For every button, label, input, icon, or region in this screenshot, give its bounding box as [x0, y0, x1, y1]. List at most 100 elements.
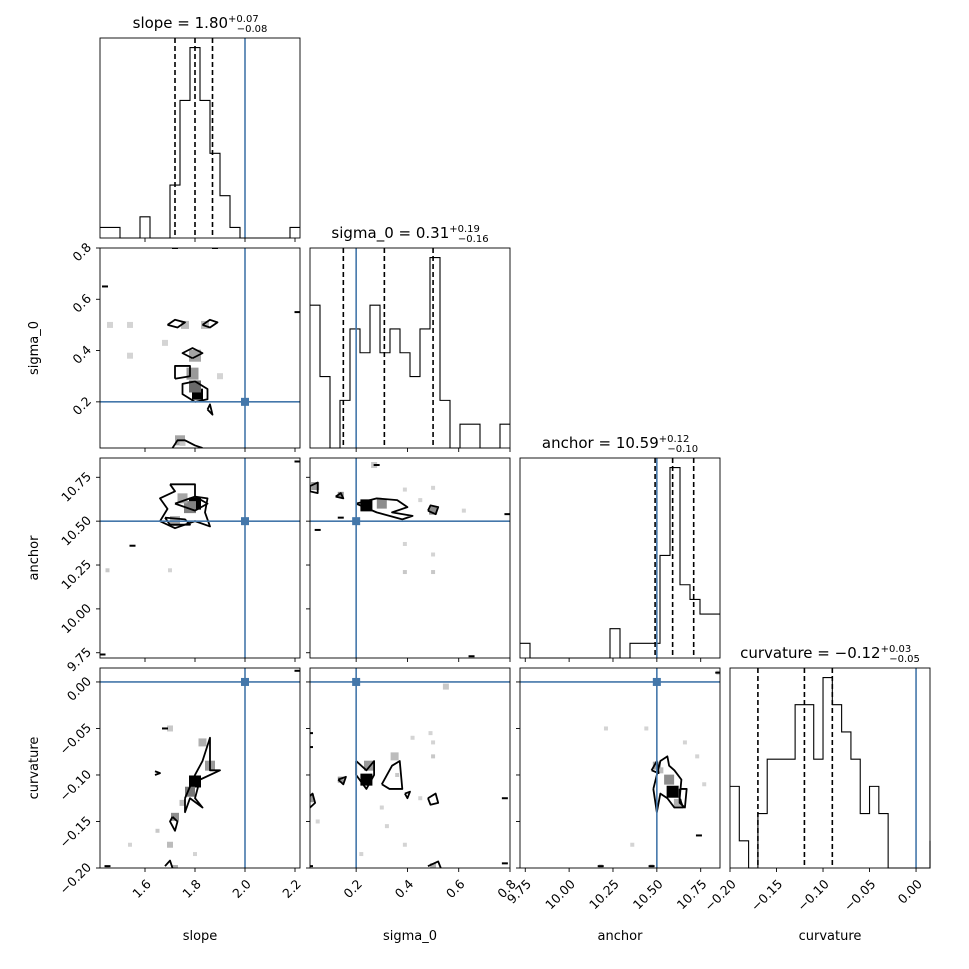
density-cell: [431, 570, 436, 575]
density-cell: [644, 726, 649, 731]
density-layer: [100, 248, 300, 448]
density-cell: [127, 352, 133, 359]
contour-line: [404, 790, 411, 800]
density-cell: [185, 786, 195, 797]
title-value: anchor = 10.59: [542, 434, 659, 452]
panel-frame: [729, 667, 931, 869]
title-minus: −0.05: [889, 654, 920, 665]
contour-line: [184, 736, 221, 814]
x-axis-label-slope: slope: [183, 929, 218, 944]
density-cell: [418, 498, 423, 503]
panel-frame: [99, 247, 301, 449]
title-value: sigma_0 = 0.31: [331, 224, 449, 243]
density-cell: [630, 842, 635, 847]
density-cell: [128, 842, 132, 847]
density-layer: [100, 458, 300, 658]
panel-frame: [99, 667, 301, 869]
scatter-panel-sigma_0-anchor: [309, 457, 511, 659]
density-cell: [430, 863, 437, 868]
density-cell: [666, 785, 679, 798]
truth-marker: [352, 517, 361, 526]
density-cell: [127, 321, 133, 328]
hist-panel-slope: slope = 1.80+0.07 −0.08: [99, 14, 301, 239]
panel-title-sigma_0: sigma_0 = 0.31+0.19 −0.16: [331, 224, 488, 245]
contour-line: [181, 347, 204, 360]
y-tick-label: 0.2: [69, 393, 94, 418]
density-cell: [155, 828, 160, 833]
contour-line: [164, 516, 191, 526]
hist-panel-curvature: curvature = −0.12+0.03 −0.05: [729, 644, 931, 869]
x-tick-label: −0.15: [748, 876, 786, 914]
x-tick-label: 0.00: [895, 876, 925, 906]
contour-line: [206, 403, 214, 416]
contour-line: [171, 439, 203, 448]
density-cell: [442, 683, 449, 690]
density-cell: [402, 842, 407, 847]
title-value: curvature = −0.12: [740, 644, 881, 662]
hist-panel-anchor: anchor = 10.59+0.12 −0.10: [519, 434, 721, 659]
y-tick-label: 0.4: [69, 342, 94, 367]
density-cell: [384, 824, 389, 829]
histogram-slope: [100, 46, 300, 239]
density-layer: [310, 668, 510, 868]
density-cell: [105, 568, 110, 573]
density-layer: [310, 458, 510, 658]
density-cell: [410, 735, 415, 740]
density-cell: [418, 796, 423, 801]
density-cell: [379, 805, 384, 810]
histogram-anchor: [520, 466, 720, 659]
y-tick-label: 0.00: [64, 673, 94, 703]
contour-line: [169, 816, 179, 832]
contour-line: [650, 760, 660, 775]
x-axis-label-anchor: anchor: [598, 929, 644, 944]
y-tick-label: 9.75: [64, 644, 94, 674]
contour-line: [164, 859, 174, 868]
density-cell: [172, 865, 178, 868]
contour-line: [201, 318, 219, 329]
density-cell: [192, 388, 203, 400]
density-cell: [310, 794, 314, 803]
title-value: slope = 1.80: [133, 14, 228, 32]
density-cell: [167, 725, 173, 732]
truth-marker: [352, 677, 361, 686]
panel-title-anchor: anchor = 10.59+0.12 −0.10: [542, 434, 698, 455]
density-cell: [395, 772, 400, 777]
panel-frame: [99, 37, 301, 239]
density-cell: [167, 841, 173, 848]
density-cell: [657, 767, 664, 774]
contour-line: [335, 492, 345, 500]
contour-line: [154, 770, 161, 776]
density-cell: [461, 508, 466, 513]
density-cell: [431, 552, 436, 557]
density-cell: [431, 740, 436, 745]
density-cell: [695, 754, 700, 759]
density-layer: [100, 668, 300, 868]
histogram-curvature: [730, 676, 931, 869]
title-minus: −0.08: [237, 24, 268, 35]
contour-line: [678, 788, 688, 809]
panel-frame: [99, 457, 301, 659]
title-plus: +0.12: [659, 434, 690, 445]
x-axis-label-sigma_0: sigma_0: [383, 929, 437, 944]
density-cell: [682, 740, 687, 745]
scatter-panel-slope-sigma_0: [99, 247, 301, 449]
density-cell: [171, 812, 179, 821]
density-cell: [664, 774, 675, 785]
y-tick-label: 0.6: [69, 291, 94, 316]
scatter-panel-sigma_0-curvature: [309, 667, 511, 869]
truth-marker: [241, 397, 249, 406]
density-cell: [363, 760, 374, 771]
y-tick-label: −0.15: [56, 813, 94, 851]
panel-title-curvature: curvature = −0.12+0.03 −0.05: [740, 644, 920, 665]
y-tick-label: −0.20: [56, 859, 94, 897]
density-cell: [359, 852, 364, 857]
density-cell: [181, 320, 189, 329]
contour-line: [181, 380, 209, 403]
y-tick-label: −0.05: [56, 720, 94, 758]
title-minus: −0.10: [667, 444, 698, 455]
x-tick-label: 1.6: [129, 876, 154, 901]
density-cell: [402, 487, 407, 492]
y-axis-label-anchor: anchor: [27, 535, 42, 581]
contour-line: [310, 481, 319, 494]
